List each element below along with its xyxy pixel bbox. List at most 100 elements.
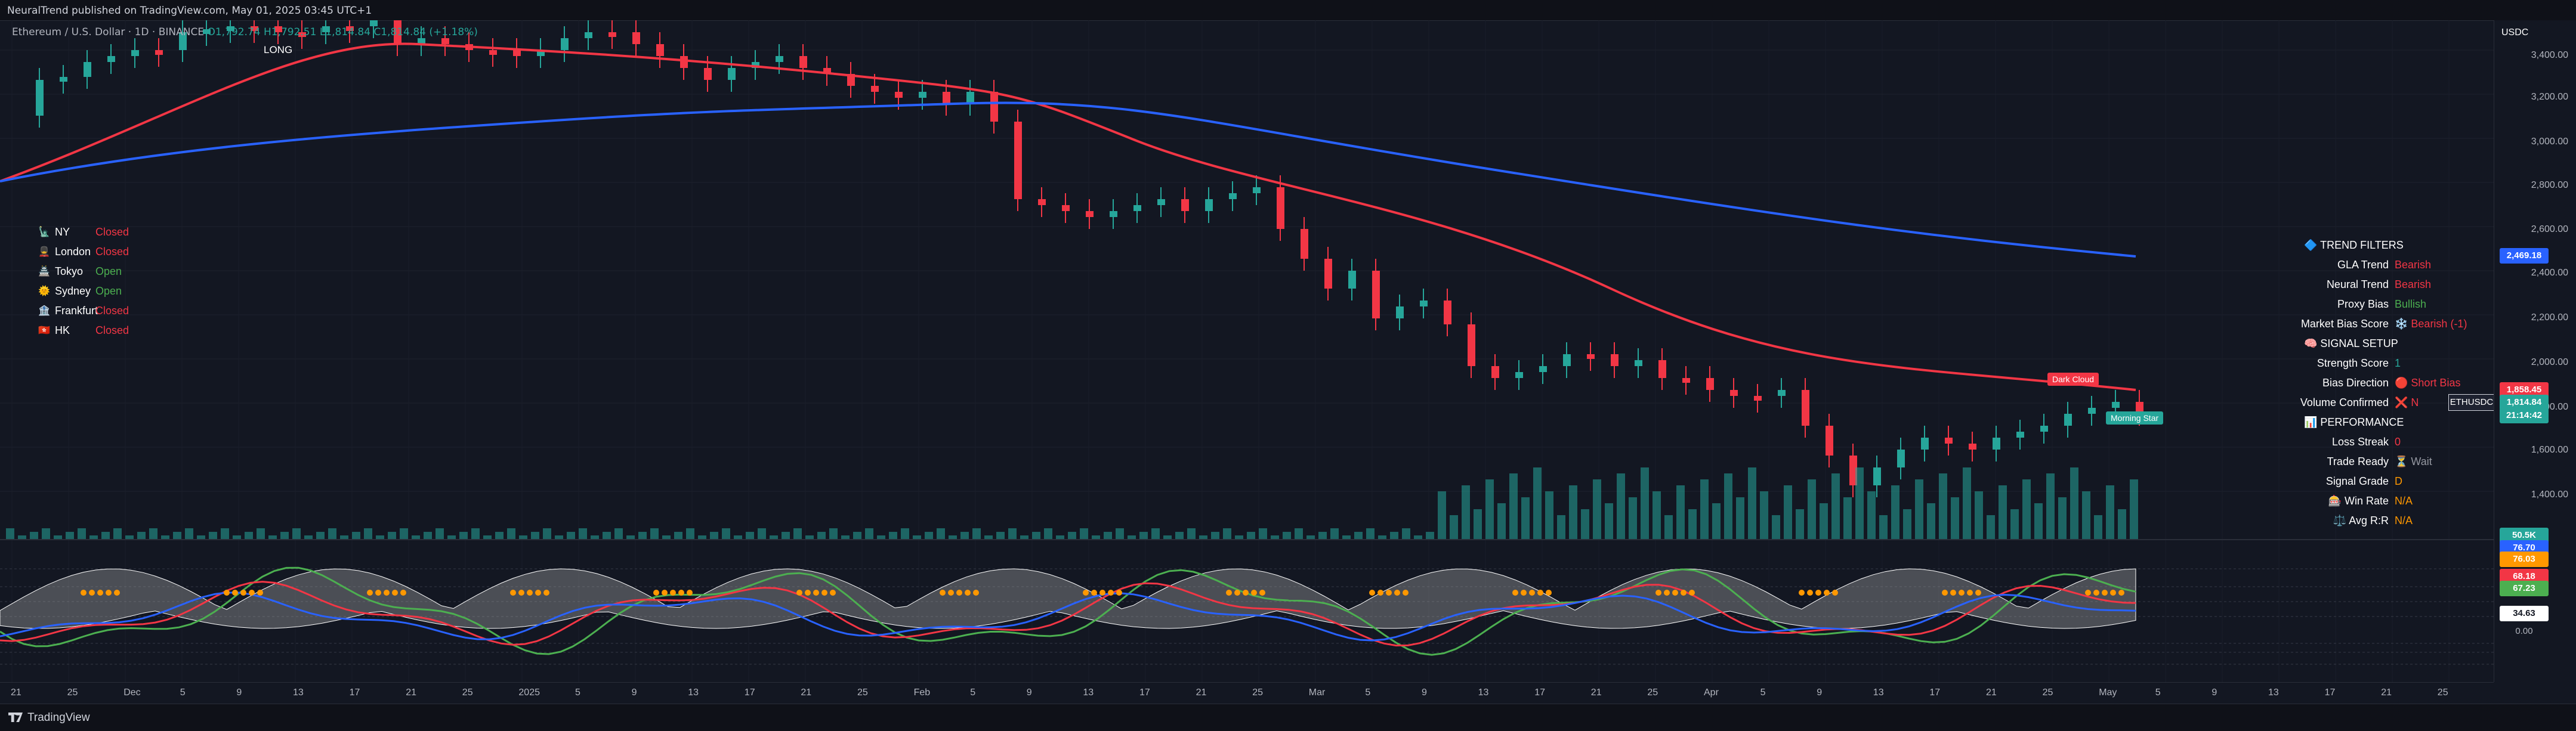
price-tag: 1,814.84 (2500, 395, 2549, 410)
osc-dot (1529, 590, 1535, 596)
osc-dot (543, 590, 549, 596)
volume-bar (1641, 467, 1649, 539)
osc-dot (1259, 590, 1265, 596)
volume-bar (1330, 528, 1339, 539)
candle-body (776, 56, 783, 62)
symbol-tag: ETHUSDC (2448, 394, 2495, 411)
candle-body (1945, 438, 1953, 444)
volume-bar (137, 532, 146, 539)
guard-icon: 💂 (38, 247, 50, 257)
volume-bar (960, 532, 969, 539)
volume-bar (1139, 532, 1148, 539)
price-tick: 3,400.00 (2531, 50, 2568, 60)
candle-body (370, 20, 378, 26)
volume-bar (519, 535, 527, 539)
panel-value: 🔴 Short Bias (2395, 377, 2461, 389)
panel-label: Bias Direction (2322, 377, 2389, 389)
volume-bar (770, 535, 778, 539)
panel-label: Loss Streak (2331, 436, 2389, 448)
date-tick: 21 (801, 687, 812, 698)
date-axis[interactable]: 21 25 Dec 5 9 13 17 21 25 2025 5 9 13 17 21 25 Feb 5 9 13 17… (0, 682, 2494, 704)
osc-dot (1959, 590, 1965, 596)
date-tick: 25 (67, 687, 78, 698)
date-tick: 17 (349, 687, 360, 698)
symbol-legend[interactable]: Ethereum / U.S. Dollar · 1D · BINANCE O1… (12, 26, 478, 38)
candle-body (752, 62, 759, 68)
pane-divider[interactable] (0, 539, 2494, 540)
volume-bar (101, 532, 110, 539)
volume-bar (2082, 491, 2090, 539)
tradingview-logo[interactable]: TradingView (8, 711, 90, 724)
volume-bar (1736, 497, 1744, 539)
volume-bar (1044, 528, 1052, 539)
volume-bar (18, 535, 26, 539)
panel-row: Trade Ready ⏳ Wait (2298, 452, 2488, 472)
volume-bar (2094, 515, 2102, 539)
volume-bar (1151, 528, 1160, 539)
volume-bar (1414, 535, 1422, 539)
candle-body (1491, 366, 1499, 378)
volume-bar (841, 535, 850, 539)
sun-icon: 🌞 (38, 286, 50, 296)
volume-bar (1581, 509, 1589, 539)
price-chart[interactable] (0, 20, 2494, 682)
volume-bar (2058, 497, 2067, 539)
date-tick: 13 (1083, 687, 1094, 698)
long-signal-label: LONG (264, 44, 293, 55)
candle-body (227, 26, 234, 31)
date-tick: 21 (1590, 687, 1602, 698)
volume-bar (1927, 503, 1935, 539)
candle-body (1444, 301, 1451, 324)
volume-bar (555, 535, 563, 539)
candle-body (1778, 390, 1786, 396)
volume-bar (1664, 515, 1673, 539)
panel-row: Market Bias Score ❄️ Bearish (-1) (2298, 314, 2488, 334)
session-status: Closed (95, 324, 129, 336)
osc-dot (535, 590, 541, 596)
panel-label: 📊 PERFORMANCE (2304, 416, 2404, 428)
osc-dot (2102, 590, 2108, 596)
panel-label: Proxy Bias (2337, 298, 2389, 310)
publish-line: NeuralTrend published on TradingView.com… (7, 5, 372, 17)
date-tick: 9 (1422, 687, 1427, 698)
session-name: London (55, 246, 91, 258)
osc-dot (940, 590, 946, 596)
panel-label: Signal Grade (2325, 475, 2389, 487)
date-tick: 21 (406, 687, 416, 698)
volume-bar (1712, 503, 1721, 539)
volume-bar (1999, 485, 2007, 539)
osc-dot (2110, 590, 2116, 596)
candle-body (2064, 414, 2072, 426)
panel-value: Bullish (2395, 298, 2427, 310)
osc-dot (367, 590, 373, 596)
osc-blue-line (0, 591, 2136, 642)
osc-dot (249, 590, 255, 596)
date-tick: May (2099, 687, 2117, 698)
volume-bar (1915, 479, 1923, 539)
candle-body (919, 92, 926, 98)
volume-bar (1032, 532, 1040, 539)
osc-dot (400, 590, 406, 596)
candle-body (251, 26, 258, 31)
session-status: Closed (95, 246, 129, 258)
panel-row: Strength Score 1 (2298, 354, 2488, 373)
volume-bar (531, 532, 539, 539)
candle-body (203, 29, 211, 34)
osc-dot (1099, 590, 1105, 596)
osc-red-line (0, 581, 2136, 647)
panel-value: D (2395, 475, 2402, 487)
volume-bar (185, 528, 193, 539)
volume-bar (233, 535, 241, 539)
candle-body (799, 56, 807, 68)
osc-dot (805, 590, 811, 596)
osc-dot (1116, 590, 1122, 596)
volume-bar (782, 532, 790, 539)
date-tick: 13 (2268, 687, 2279, 698)
volume-bar (1128, 535, 1136, 539)
osc-dot (1664, 590, 1670, 596)
osc-dot (1815, 590, 1821, 596)
date-tick: 2025 (518, 687, 540, 698)
osc-dot (1824, 590, 1830, 596)
date-tick: Mar (1308, 687, 1326, 698)
candle-body (823, 68, 831, 74)
